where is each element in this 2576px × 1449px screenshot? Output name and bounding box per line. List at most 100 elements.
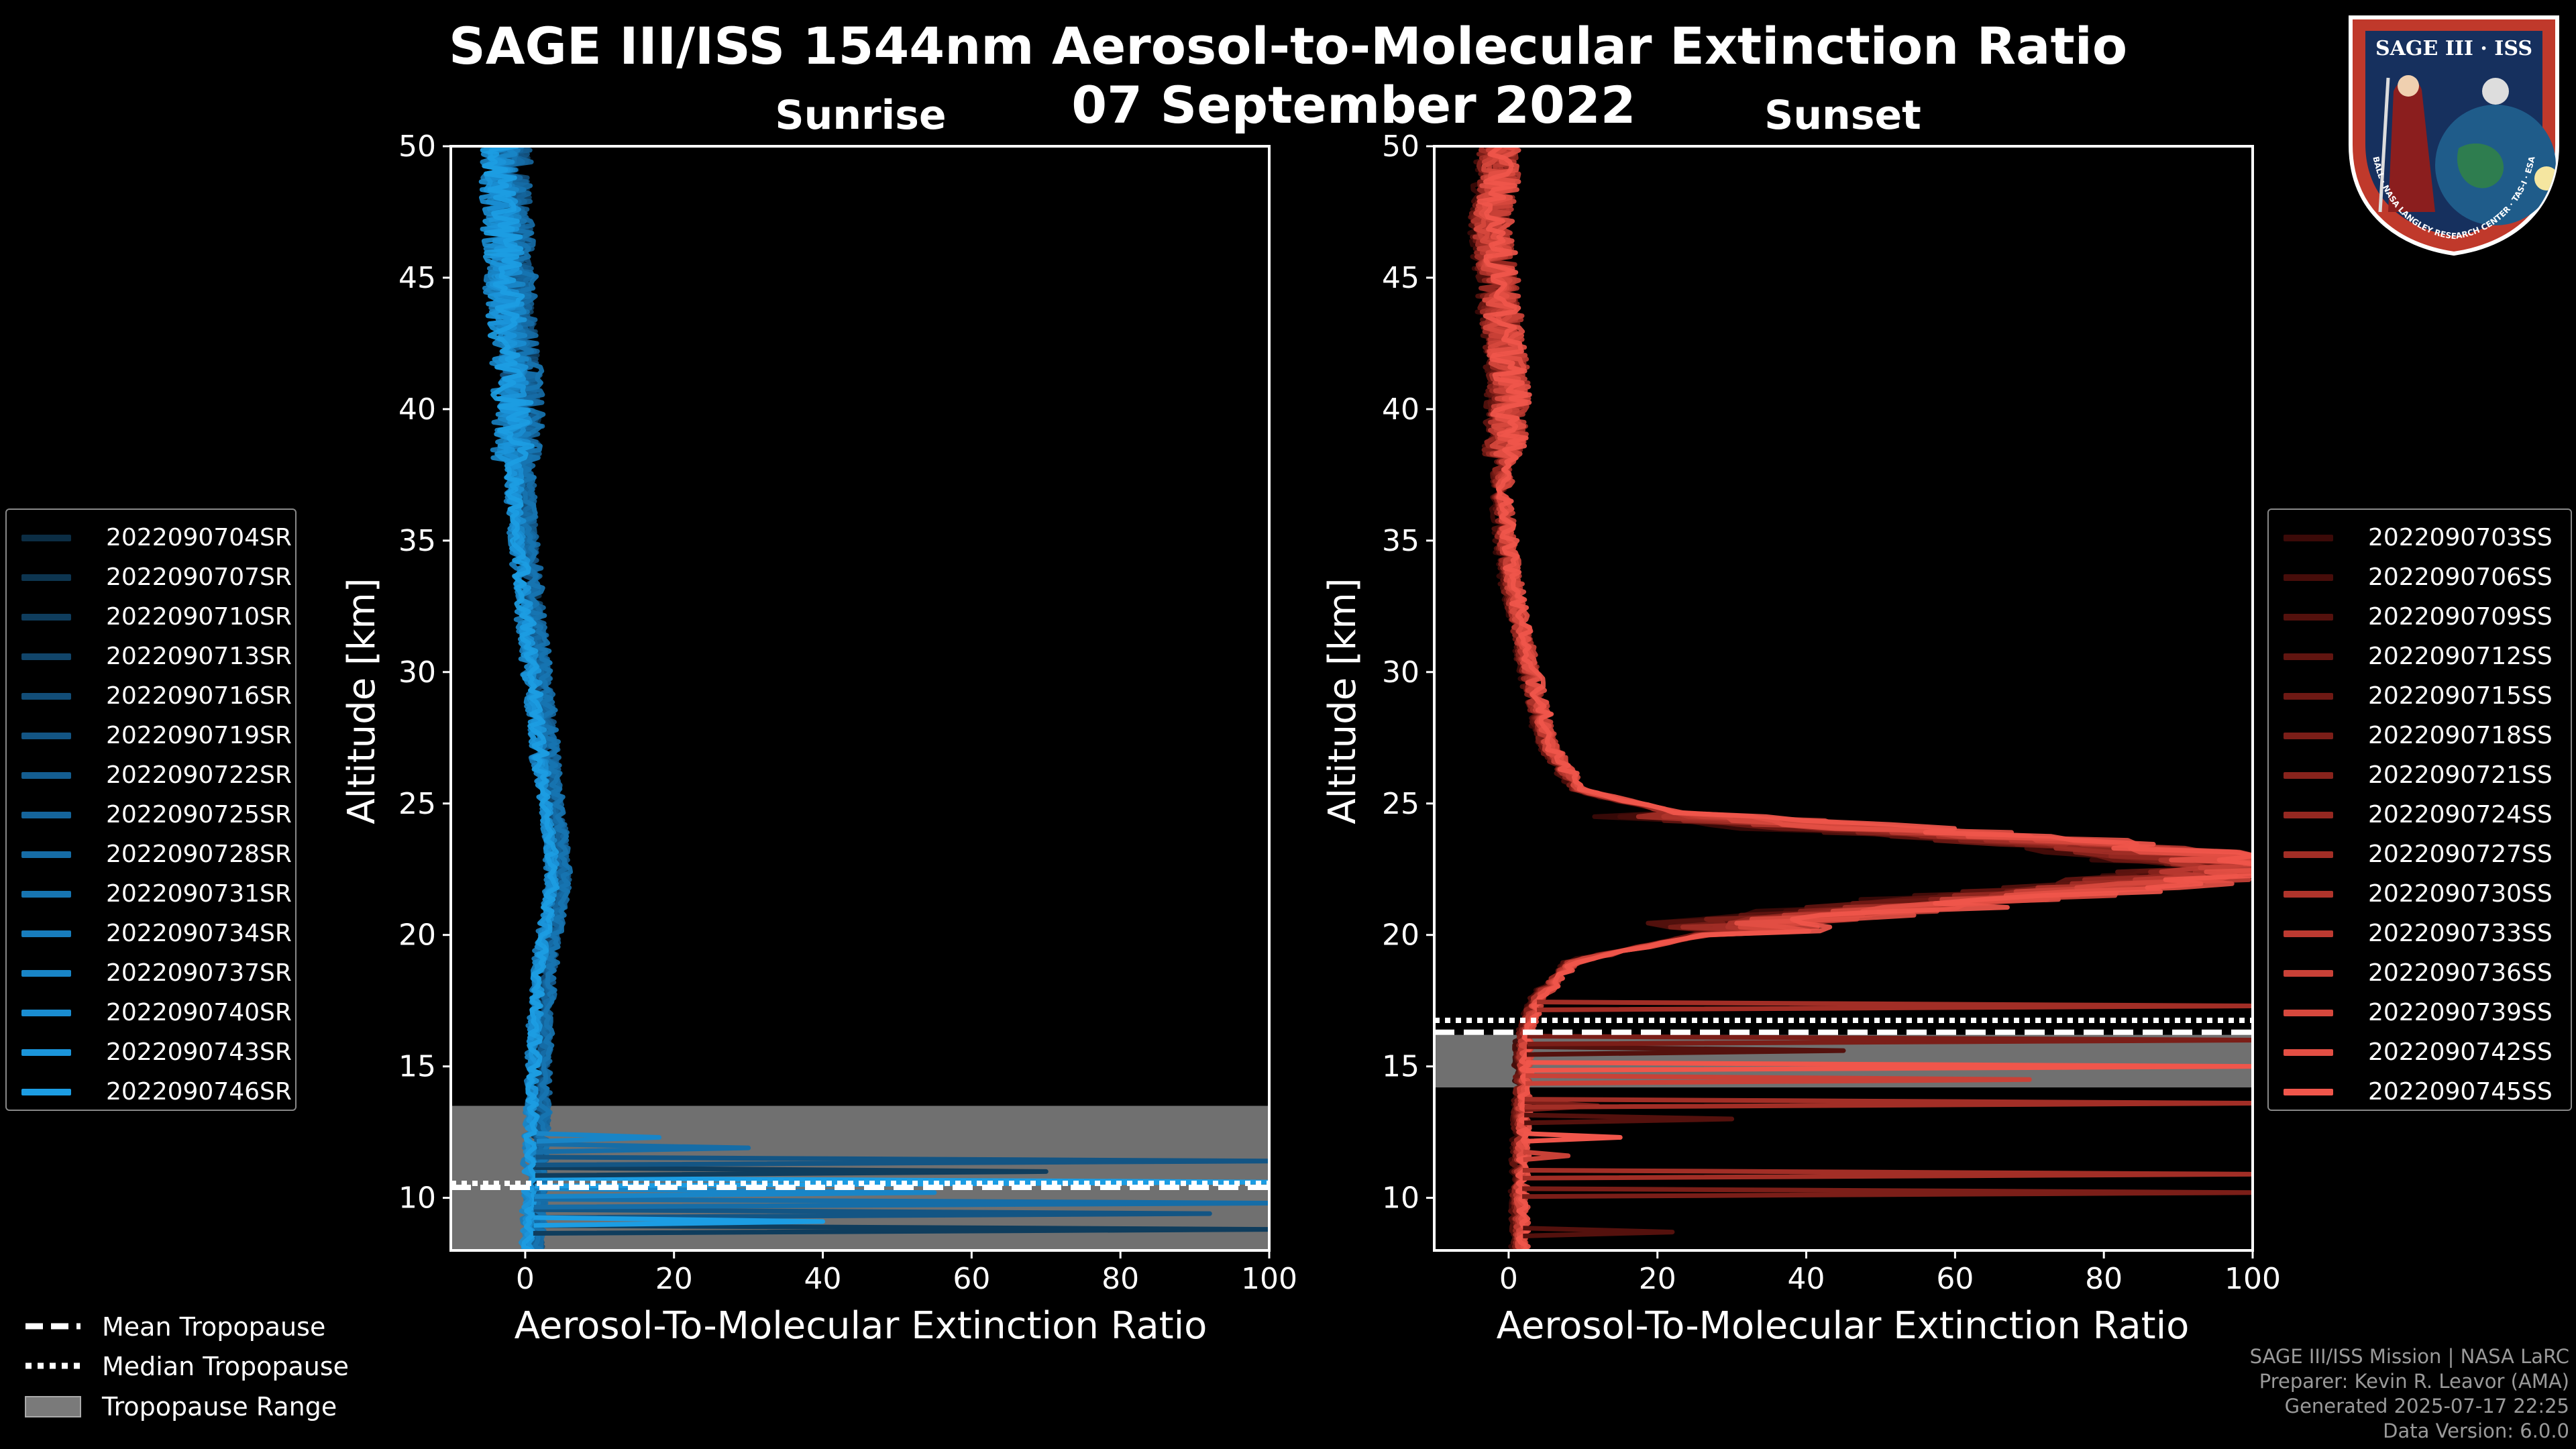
legend-item-2022090730SS: 2022090730SS bbox=[2269, 874, 2553, 914]
sunrise-spike-line bbox=[536, 1141, 751, 1155]
tropopause-legend: Mean Tropopause Median Tropopause Tropop… bbox=[25, 1312, 349, 1421]
legend-label: 2022090709SS bbox=[2368, 603, 2553, 631]
credit-preparer: Preparer: Kevin R. Leavor (AMA) bbox=[2259, 1370, 2569, 1393]
sunrise-legend: 2022090704SR 2022090707SR 2022090710SR 2022… bbox=[5, 508, 297, 1111]
sunset-x-axis-label: Aerosol-To-Molecular Extinction Ratio bbox=[1497, 1304, 2190, 1348]
legend-item-2022090746SR: 2022090746SR bbox=[7, 1072, 292, 1112]
sunrise-y-axis-label: Altitude [km] bbox=[340, 578, 384, 824]
legend-swatch bbox=[2284, 851, 2333, 858]
legend-swatch bbox=[21, 692, 71, 700]
sunset-x-tick-label: 20 bbox=[1639, 1262, 1676, 1296]
tropopause-range-swatch bbox=[25, 1396, 81, 1417]
legend-label: 2022090737SR bbox=[106, 959, 292, 987]
legend-label: 2022090706SS bbox=[2368, 564, 2553, 591]
legend-swatch bbox=[2284, 732, 2333, 739]
legend-item-2022090719SR: 2022090719SR bbox=[7, 716, 292, 755]
legend-label: 2022090731SR bbox=[106, 880, 292, 908]
sunrise-x-axis-label: Aerosol-To-Molecular Extinction Ratio bbox=[515, 1304, 1208, 1348]
legend-label: 2022090746SR bbox=[106, 1078, 292, 1106]
sunrise-plot-area bbox=[451, 146, 1269, 1250]
legend-label: 2022090742SS bbox=[2368, 1038, 2553, 1066]
sunrise-x-tick-label: 20 bbox=[655, 1262, 693, 1296]
credit-generated: Generated 2025-07-17 22:25 bbox=[2284, 1395, 2569, 1417]
legend-label: 2022090712SS bbox=[2368, 643, 2553, 670]
legend-label: 2022090736SS bbox=[2368, 959, 2553, 987]
legend-swatch bbox=[2284, 1009, 2333, 1016]
legend-label: 2022090733SS bbox=[2368, 920, 2553, 947]
sunset-legend: 2022090703SS 2022090706SS 2022090709SS 2022… bbox=[2267, 508, 2572, 1111]
sunset-spike-line bbox=[1537, 1000, 2253, 1012]
legend-swatch bbox=[21, 890, 71, 898]
legend-swatch bbox=[21, 930, 71, 937]
legend-item-2022090740SR: 2022090740SR bbox=[7, 993, 292, 1032]
sunset-x-tick-label: 80 bbox=[2085, 1262, 2123, 1296]
legend-label: 2022090743SR bbox=[106, 1038, 292, 1066]
legend-swatch bbox=[21, 771, 71, 779]
legend-swatch bbox=[21, 1009, 71, 1016]
tropopause-range-label: Tropopause Range bbox=[101, 1392, 337, 1421]
legend-swatch bbox=[2284, 534, 2333, 541]
legend-label: 2022090703SS bbox=[2368, 524, 2553, 551]
sunrise-x-tick-label: 40 bbox=[804, 1262, 842, 1296]
sunrise-y-tick-label: 30 bbox=[398, 655, 436, 690]
legend-item-2022090712SS: 2022090712SS bbox=[2269, 637, 2553, 676]
legend-swatch bbox=[2284, 771, 2333, 779]
legend-item-2022090724SS: 2022090724SS bbox=[2269, 795, 2553, 835]
profile-line-2022090731SR bbox=[492, 146, 573, 1250]
legend-swatch bbox=[2284, 574, 2333, 581]
legend-swatch bbox=[21, 811, 71, 818]
legend-item-2022090739SS: 2022090739SS bbox=[2269, 993, 2553, 1032]
legend-label: 2022090740SR bbox=[106, 999, 292, 1026]
legend-label: 2022090728SR bbox=[106, 841, 292, 868]
sunset-y-axis-label: Altitude [km] bbox=[1321, 578, 1364, 824]
legend-label: 2022090727SS bbox=[2368, 841, 2553, 868]
sunrise-y-tick-label: 15 bbox=[398, 1050, 436, 1084]
sunrise-y-tick-label: 40 bbox=[398, 392, 436, 427]
legend-label: 2022090719SR bbox=[106, 722, 292, 749]
legend-swatch bbox=[21, 534, 71, 541]
sunrise-spike-line bbox=[533, 1223, 1269, 1236]
sunset-x-tick-label: 0 bbox=[1499, 1262, 1518, 1296]
legend-item-2022090733SS: 2022090733SS bbox=[2269, 914, 2553, 953]
sunrise-spike-line bbox=[533, 1215, 826, 1228]
figure-date: 07 September 2022 bbox=[1071, 75, 1635, 135]
sunrise-x-tick-label: 0 bbox=[516, 1262, 535, 1296]
legend-item-2022090709SS: 2022090709SS bbox=[2269, 597, 2553, 637]
sunrise-spike-line bbox=[535, 1165, 1049, 1178]
sunset-y-tick-label: 20 bbox=[1382, 918, 1419, 953]
sunrise-title: Sunrise bbox=[775, 92, 946, 139]
sunrise-axes-frame bbox=[449, 145, 1271, 1252]
sunrise-spike-line bbox=[533, 1197, 1269, 1210]
legend-swatch bbox=[2284, 969, 2333, 977]
sunrise-y-tick-label: 50 bbox=[398, 129, 436, 164]
legend-swatch bbox=[21, 653, 71, 660]
legend-item-2022090725SR: 2022090725SR bbox=[7, 795, 292, 835]
mean-tropopause-label: Mean Tropopause bbox=[102, 1312, 325, 1342]
legend-swatch bbox=[21, 732, 71, 739]
legend-item-2022090713SR: 2022090713SR bbox=[7, 637, 292, 676]
legend-swatch bbox=[2284, 890, 2333, 898]
profile-line-2022090745SS bbox=[1477, 146, 2253, 1250]
legend-swatch bbox=[21, 613, 71, 621]
credit-mission: SAGE III/ISS Mission | NASA LaRC bbox=[2249, 1345, 2569, 1368]
sunset-spike-line bbox=[1524, 1097, 2253, 1110]
legend-swatch bbox=[21, 1049, 71, 1056]
figure-title: SAGE III/ISS 1544nm Aerosol-to-Molecular… bbox=[449, 16, 2127, 76]
legend-swatch bbox=[2284, 1049, 2333, 1056]
median-tropopause-label: Median Tropopause bbox=[102, 1352, 349, 1381]
legend-item-2022090710SR: 2022090710SR bbox=[7, 597, 292, 637]
legend-swatch bbox=[2284, 692, 2333, 700]
sunrise-y-tick-label: 10 bbox=[398, 1181, 436, 1216]
sunrise-panel: 0 20 40 60 80 100 10 15 20 25 30 35 40 45 50 bbox=[398, 129, 1297, 1296]
sunrise-spike-line bbox=[533, 1207, 1212, 1220]
legend-item-2022090716SR: 2022090716SR bbox=[7, 676, 292, 716]
logo-title: SAGE III · ISS bbox=[2375, 37, 2532, 60]
legend-label: 2022090725SR bbox=[106, 801, 292, 828]
legend-item-2022090734SR: 2022090734SR bbox=[7, 914, 292, 953]
legend-label: 2022090745SS bbox=[2368, 1078, 2553, 1106]
sunset-x-tick-label: 60 bbox=[1936, 1262, 1974, 1296]
legend-item-2022090745SS: 2022090745SS bbox=[2269, 1072, 2553, 1112]
legend-item-2022090727SS: 2022090727SS bbox=[2269, 835, 2553, 874]
sunset-x-tick-label: 40 bbox=[1788, 1262, 1825, 1296]
